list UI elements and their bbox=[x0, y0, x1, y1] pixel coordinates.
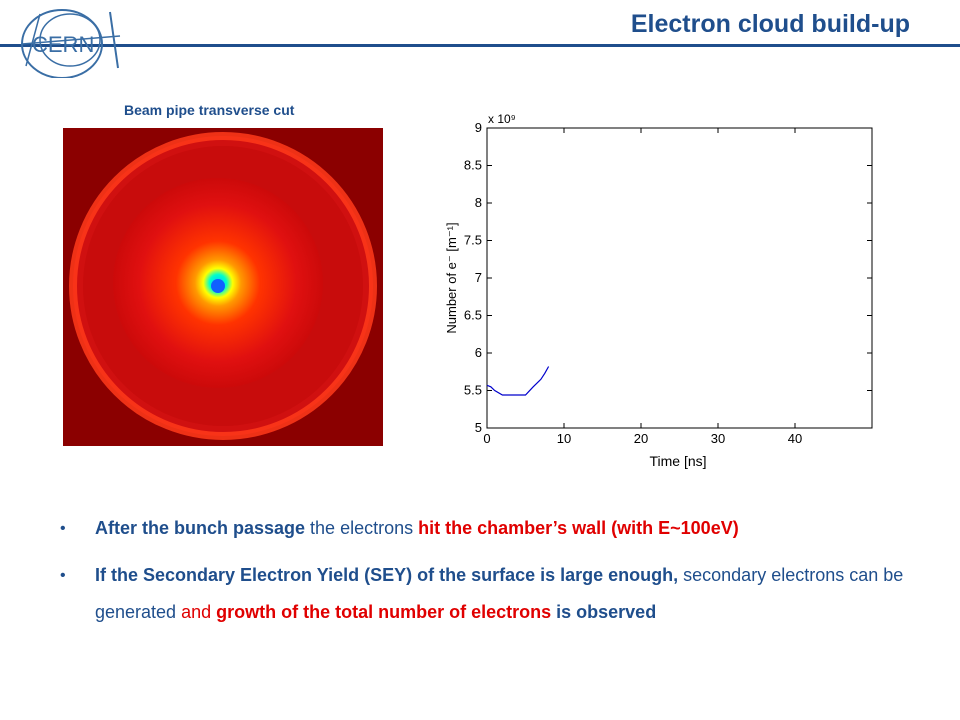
y-tick-label: 9 bbox=[475, 120, 482, 135]
bullet-text-run: After the bunch passage bbox=[95, 518, 306, 538]
y-tick-label: 5.5 bbox=[464, 383, 482, 398]
bullet-item: • After the bunch passage the electrons h… bbox=[60, 510, 920, 547]
figure-caption: Beam pipe transverse cut bbox=[124, 102, 295, 118]
bullet-text-run: is observed bbox=[551, 602, 657, 622]
bullet-text-run: growth of the total number of electrons bbox=[216, 602, 552, 622]
series-line bbox=[486, 366, 550, 396]
slide-title: Electron cloud build-up bbox=[620, 10, 920, 39]
x-tick-label: 20 bbox=[634, 431, 648, 446]
bullet-text-run: hit the chamber’s wall (with E~100eV) bbox=[418, 518, 739, 538]
y-multiplier: x 10⁹ bbox=[488, 112, 516, 126]
x-tick-label: 30 bbox=[711, 431, 725, 446]
y-axis-ticks: 5 5.5 6 6.5 7 7.5 8 8.5 9 bbox=[464, 120, 872, 435]
bullet-item: • If the Secondary Electron Yield (SEY) o… bbox=[60, 557, 920, 631]
header-rule bbox=[0, 44, 960, 47]
y-tick-label: 5 bbox=[475, 420, 482, 435]
x-axis-label: Time [ns] bbox=[649, 453, 706, 469]
y-tick-label: 8 bbox=[475, 195, 482, 210]
bullet-dot-icon: • bbox=[60, 520, 66, 537]
y-tick-label: 7 bbox=[475, 270, 482, 285]
logo-text: CERN bbox=[32, 32, 94, 57]
y-tick-label: 7.5 bbox=[464, 233, 482, 248]
beam-pipe-simulation-image bbox=[63, 128, 383, 446]
cern-logo: CERN bbox=[21, 9, 121, 78]
bullet-text-run: If the Secondary Electron Yield (SEY) of… bbox=[95, 565, 679, 585]
y-tick-label: 6.5 bbox=[464, 308, 482, 323]
x-tick-label: 0 bbox=[483, 431, 490, 446]
electron-count-chart: 5 5.5 6 6.5 7 7.5 8 8.5 9 0 10 20 30 40 x 10⁹ Time [… bbox=[444, 112, 873, 469]
bullet-list: • After the bunch passage the electrons h… bbox=[60, 510, 920, 641]
bullet-text-run: secondary electrons can be generated bbox=[95, 565, 904, 622]
plot-area bbox=[486, 127, 873, 429]
bullet-text-run: and bbox=[181, 602, 217, 622]
x-tick-label: 40 bbox=[788, 431, 802, 446]
y-axis-label: Number of e⁻ [m⁻¹] bbox=[444, 222, 459, 333]
bullet-dot-icon: • bbox=[60, 567, 66, 584]
bullet-text-run: the electrons bbox=[305, 518, 419, 538]
data-series bbox=[486, 366, 550, 396]
y-tick-label: 8.5 bbox=[464, 158, 482, 173]
x-tick-label: 10 bbox=[557, 431, 571, 446]
x-axis-ticks: 0 10 20 30 40 bbox=[483, 128, 802, 446]
y-tick-label: 6 bbox=[475, 345, 482, 360]
